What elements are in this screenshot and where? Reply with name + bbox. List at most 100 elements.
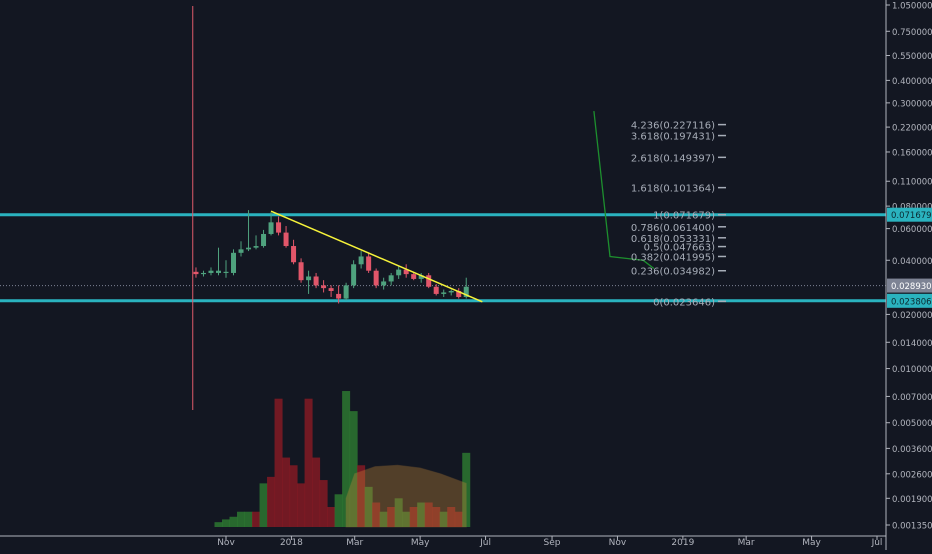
price-axis-label: 0.110000: [892, 178, 932, 188]
fib-level-label: 0(0.023646): [653, 297, 715, 308]
horizontal-levels-layer: [0, 213, 886, 303]
candle-body: [381, 281, 387, 286]
price-axis-label: 0.003600: [892, 445, 932, 455]
fib-level-label: 0.5(0.047663): [644, 243, 716, 254]
price-axis-label: 0.007000: [892, 393, 932, 403]
candle-body: [433, 286, 439, 294]
price-axis-label: 0.080000: [892, 203, 932, 213]
candle-body: [336, 293, 342, 299]
price-axis-label: 0.040000: [892, 257, 932, 267]
time-axis-label: Sep: [544, 538, 561, 548]
candle-body: [411, 274, 417, 279]
time-axis-label: Jul: [871, 538, 883, 548]
volume-bar: [417, 502, 426, 527]
volume-bar: [229, 516, 238, 527]
time-axis-label: Mar: [346, 538, 363, 548]
projection-layer: [593, 111, 655, 270]
volume-bar: [334, 494, 343, 527]
volume-bar: [327, 506, 336, 527]
volume-bar: [252, 511, 261, 527]
volume-bar: [297, 483, 306, 527]
candle-body: [448, 290, 454, 293]
candles-layer: [193, 210, 469, 304]
volume-bar: [289, 465, 298, 527]
candle-body: [200, 272, 206, 275]
time-axis-label: May: [802, 538, 821, 548]
price-label-box: [887, 207, 932, 222]
candle-body: [373, 270, 379, 286]
volume-bar: [402, 511, 411, 527]
volume-bar: [379, 511, 388, 527]
candle-body: [193, 271, 199, 275]
volume-bar: [432, 506, 441, 527]
volume-bar: [387, 506, 396, 527]
time-axis-label: May: [411, 538, 430, 548]
volume-bar: [462, 452, 471, 527]
fib-level-label: 4.236(0.227116): [631, 121, 715, 132]
volume-bar: [304, 398, 313, 527]
price-label-text: 0.071679: [891, 211, 932, 221]
time-axis-label: Nov: [217, 538, 235, 548]
price-label-box: [887, 278, 932, 293]
candle-body: [321, 285, 327, 289]
price-axis-label: 0.001900: [892, 495, 932, 505]
trendline-layer: [270, 210, 483, 303]
price-axis-label: 1.050000: [892, 2, 932, 12]
volume-bar: [274, 398, 283, 527]
volume-layer: [214, 391, 471, 528]
candle-body: [351, 264, 357, 286]
volume-bar: [349, 411, 358, 527]
volume-bar: [319, 480, 328, 527]
candle-body: [223, 271, 229, 273]
price-axis-label: 0.750000: [892, 28, 932, 38]
candle-body: [456, 290, 462, 297]
volume-ma-area: [345, 464, 467, 528]
volume-bar: [282, 457, 291, 527]
fib-level-label: 0.618(0.053331): [631, 234, 715, 245]
volume-bar: [447, 506, 456, 527]
volume-bar: [357, 465, 366, 527]
volume-bar: [214, 522, 223, 527]
price-axis-label: 0.220000: [892, 124, 932, 134]
volume-bar: [259, 483, 268, 527]
volume-bar: [312, 457, 321, 527]
candle-body: [426, 275, 432, 287]
price-axis-label: 0.014000: [892, 339, 932, 349]
time-axis-label: Nov: [609, 538, 627, 548]
volume-bar: [342, 391, 351, 527]
volume-bar: [439, 511, 448, 527]
candle-body: [215, 270, 221, 273]
price-axis[interactable]: 1.050000 0.750000 0.550000 0.400000 0.300000…: [885, 0, 932, 550]
volume-bar: [409, 506, 418, 527]
descending-trendline: [270, 210, 483, 303]
fib-level-label: 0.382(0.041995): [631, 252, 715, 263]
volume-bar: [394, 498, 403, 527]
candle-body: [231, 252, 237, 273]
candle-body: [366, 256, 372, 271]
fib-level-label: 3.618(0.197431): [631, 132, 715, 143]
candle-body: [291, 246, 297, 263]
price-axis-label: 0.160000: [892, 148, 932, 158]
candle-body: [238, 249, 244, 253]
volume-bar: [267, 476, 276, 527]
time-axis[interactable]: Nov 2018 Mar May Jul Sep Nov 2019 Mar May Jul: [0, 535, 886, 548]
candle-body: [261, 233, 267, 247]
price-axis-label: 0.005000: [892, 419, 932, 429]
volume-bar: [372, 502, 381, 527]
candle-body: [283, 232, 289, 247]
candle-body: [388, 275, 394, 282]
price-label-text: 0.023806: [891, 297, 932, 307]
price-label-box: [887, 293, 932, 308]
price-axis-label: 0.001350: [892, 522, 932, 532]
price-axis-label: 0.020000: [892, 311, 932, 321]
price-axis-label: 0.060000: [892, 225, 932, 235]
time-axis-label: 2018: [280, 538, 303, 548]
price-axis-label: 0.010000: [892, 365, 932, 375]
time-axis-label: Mar: [738, 538, 755, 548]
price-labels-layer: 0.071679 0.028930 0.023806: [887, 207, 932, 308]
candle-body: [208, 270, 214, 273]
projection-path: [593, 111, 655, 270]
fib-level-label: 0.236(0.034982): [631, 267, 715, 278]
